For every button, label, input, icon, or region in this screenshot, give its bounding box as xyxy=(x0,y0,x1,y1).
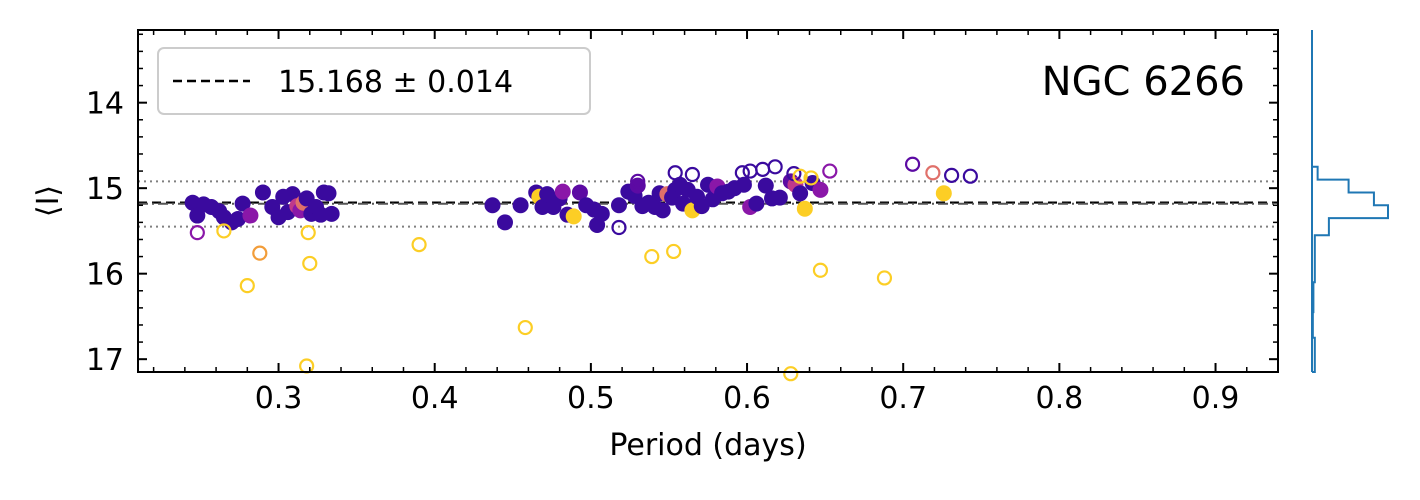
data-point-filled xyxy=(512,197,529,214)
data-point-open xyxy=(517,319,533,336)
data-point-open xyxy=(944,167,960,183)
data-point-open xyxy=(684,166,700,183)
x-tick-label: 0.5 xyxy=(567,381,615,416)
data-point-filled xyxy=(320,185,337,202)
data-point-filled xyxy=(735,176,752,193)
y-tick-labels: 14 15 16 17 xyxy=(86,87,124,378)
data-points xyxy=(184,156,978,382)
y-tick-label: 14 xyxy=(86,87,124,122)
data-point-open xyxy=(962,168,978,184)
data-point-filled xyxy=(234,195,251,212)
data-point-open xyxy=(666,243,682,260)
data-point-filled xyxy=(748,195,765,212)
data-point-filled xyxy=(242,207,259,224)
histogram-step-outline xyxy=(1311,165,1389,373)
cluster-annotation: NGC 6266 xyxy=(1042,59,1245,105)
data-point-open xyxy=(239,278,255,294)
y-tick-label: 17 xyxy=(86,343,124,378)
x-tick-labels: 0.3 0.4 0.5 0.6 0.7 0.8 0.9 xyxy=(255,381,1240,416)
data-point-filled xyxy=(254,184,271,201)
data-point-filled xyxy=(629,177,646,194)
data-point-open xyxy=(302,255,318,272)
data-point-filled xyxy=(484,197,501,214)
data-point-filled xyxy=(757,177,774,194)
x-tick-label: 0.4 xyxy=(411,381,459,416)
data-point-open xyxy=(767,159,783,175)
data-point-open xyxy=(300,225,316,241)
data-point-filled xyxy=(534,198,551,215)
axis-ticks xyxy=(138,30,1279,372)
data-point-filled xyxy=(796,200,813,217)
data-point-open xyxy=(822,163,838,179)
data-point-open xyxy=(792,168,808,184)
data-point-filled xyxy=(812,181,829,198)
data-point-filled xyxy=(554,183,571,200)
data-point-open xyxy=(189,225,205,241)
data-point-filled xyxy=(496,214,513,231)
x-tick-label: 0.9 xyxy=(1192,381,1240,416)
marginal-histogram xyxy=(1311,30,1389,373)
data-point-open xyxy=(411,237,427,253)
data-point-filled xyxy=(323,205,340,222)
data-point-open xyxy=(803,170,819,186)
data-point-filled xyxy=(593,205,610,222)
data-point-filled xyxy=(935,185,952,202)
data-point-open xyxy=(876,270,893,286)
data-point-filled xyxy=(792,185,809,202)
data-point-open xyxy=(812,262,829,278)
y-axis-title: ⟨I⟩ xyxy=(31,185,66,217)
x-tick-label: 0.7 xyxy=(879,381,927,416)
data-point-filled xyxy=(565,208,582,225)
legend: 15.168 ± 0.014 xyxy=(157,47,591,115)
data-point-open xyxy=(783,366,799,382)
data-point-open xyxy=(734,165,750,181)
y-tick-label: 16 xyxy=(86,258,124,293)
data-point-open xyxy=(904,156,921,172)
data-point-open xyxy=(611,219,627,236)
legend-box xyxy=(157,47,591,115)
data-point-filled xyxy=(571,184,588,201)
x-axis-title: Period (days) xyxy=(609,428,806,463)
data-point-filled xyxy=(539,186,556,203)
x-tick-label: 0.8 xyxy=(1036,381,1084,416)
data-point-filled xyxy=(654,202,671,219)
x-tick-label: 0.6 xyxy=(723,381,771,416)
x-tick-label: 0.3 xyxy=(255,381,303,416)
data-point-open xyxy=(667,165,683,181)
data-point-filled xyxy=(229,210,246,227)
data-point-open xyxy=(630,173,646,189)
data-point-open xyxy=(925,165,941,181)
data-point-filled xyxy=(771,189,788,206)
data-point-filled xyxy=(610,197,627,214)
data-point-open xyxy=(252,245,268,261)
y-tick-label: 15 xyxy=(86,172,124,207)
legend-label: 15.168 ± 0.014 xyxy=(278,65,513,100)
plot-frame xyxy=(137,29,1279,373)
data-point-open xyxy=(216,223,232,239)
data-point-open xyxy=(644,248,660,265)
